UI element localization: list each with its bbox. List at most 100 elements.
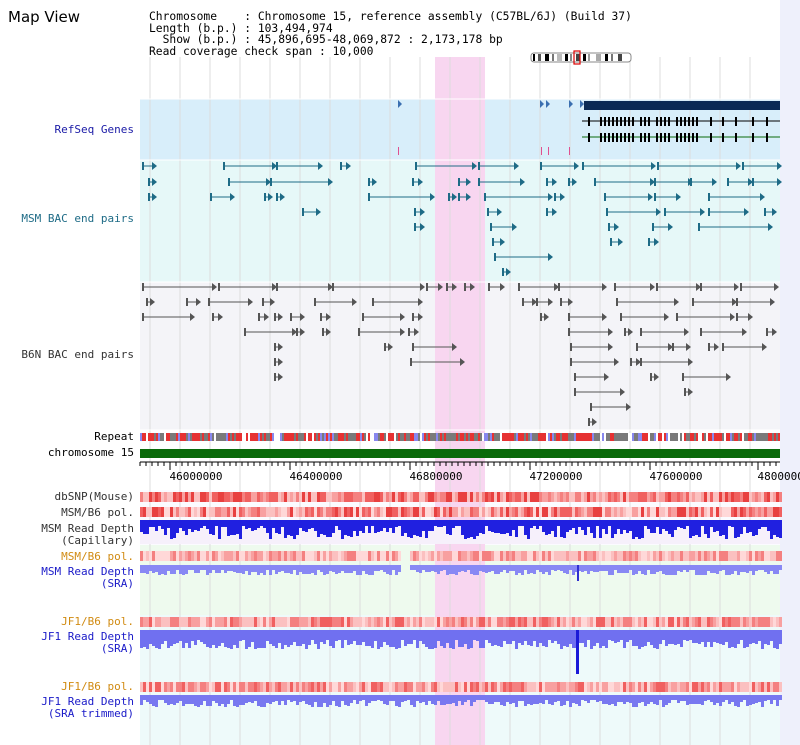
jf1-sra-depth-bar <box>668 630 671 644</box>
repeat-segment <box>610 433 612 441</box>
msm-b6-pol-sra <box>179 551 182 561</box>
repeat-segment <box>646 433 648 441</box>
repeat-segment <box>180 433 182 441</box>
msm-b6-pol-sra <box>632 551 635 561</box>
msm-sra-depth-bar <box>494 565 497 574</box>
jf1-trimmed-depth-bar <box>353 695 356 700</box>
msm-b6-pol-sra <box>533 551 536 561</box>
msm-sra-depth-bar <box>191 565 194 570</box>
jf1-b6-pol <box>272 617 275 627</box>
jf1-sra-depth-bar <box>467 630 470 649</box>
b6n-bac-pair-end <box>488 283 490 291</box>
msm-b6-pol-capillary <box>353 507 356 517</box>
dbsnp-density <box>494 492 497 502</box>
msm-bac-pair-arrow <box>768 223 773 231</box>
msm-bac-pair-arrow <box>668 223 673 231</box>
track-label-jf1-read-depth-trimmed[interactable]: JF1 Read Depth <box>41 695 134 708</box>
msm-sra-depth-bar <box>284 565 287 573</box>
jf1-trimmed-depth-bar <box>317 695 320 707</box>
msm-b6-pol-sra <box>149 551 152 561</box>
msm-b6-pol-capillary <box>281 507 284 517</box>
jf1-b6-pol-trimmed <box>278 682 281 692</box>
jf1-sra-depth-bar <box>713 630 716 642</box>
msm-sra-depth-bar <box>299 565 302 572</box>
msm-sra-depth-bar <box>569 565 572 570</box>
dbsnp-density <box>320 492 323 502</box>
msm-sra-depth-bar <box>566 565 569 574</box>
msm-bac-pair-end <box>568 178 570 186</box>
msm-capillary-depth-bar <box>395 520 398 527</box>
jf1-b6-pol-trimmed <box>494 682 497 692</box>
jf1-trimmed-depth-bar <box>521 695 524 701</box>
jf1-b6-pol <box>779 617 782 627</box>
repeat-segment <box>470 433 472 441</box>
msm-b6-pol-sra <box>590 551 593 561</box>
b6n-bac-pair-arrow <box>270 298 275 306</box>
track-label-refseq-genes[interactable]: RefSeq Genes <box>54 123 134 136</box>
jf1-b6-pol <box>341 617 344 627</box>
jf1-b6-pol-trimmed <box>395 682 398 692</box>
track-label-dbsnp[interactable]: dbSNP(Mouse) <box>54 490 134 503</box>
jf1-b6-pol <box>701 617 704 627</box>
track-label-jf1-b6-pol[interactable]: JF1/B6 pol. <box>61 615 134 628</box>
b6n-bac-pair-arrow <box>668 343 673 351</box>
jf1-b6-pol-trimmed <box>518 682 521 692</box>
jf1-b6-pol-trimmed <box>254 682 257 692</box>
jf1-sra-depth-bar <box>614 630 617 643</box>
jf1-sra-depth-bar <box>215 630 218 648</box>
jf1-trimmed-depth-bar <box>260 695 263 707</box>
msm-capillary-depth-bar <box>266 520 269 533</box>
repeat-segment <box>228 433 230 441</box>
msm-bac-pair-end <box>223 162 225 170</box>
msm-b6-pol-capillary <box>392 507 395 517</box>
jf1-trimmed-depth-bar <box>656 695 659 705</box>
jf1-trimmed-depth-bar <box>779 695 782 700</box>
msm-sra-depth-bar <box>359 565 362 575</box>
jf1-b6-pol <box>173 617 176 627</box>
msm-b6-pol-capillary <box>695 507 698 517</box>
jf1-sra-depth-bar <box>503 630 506 641</box>
track-label-jf1-read-depth-sra[interactable]: JF1 Read Depth <box>41 630 134 643</box>
msm-b6-pol-capillary <box>305 507 308 517</box>
msm-b6-pol-capillary <box>632 507 635 517</box>
dbsnp-density <box>719 492 722 502</box>
b6n-bac-pair-end <box>682 373 684 381</box>
msm-capillary-depth-bar <box>524 520 527 535</box>
msm-sra-depth-bar <box>275 565 278 574</box>
msm-sra-depth-bar <box>659 565 662 571</box>
ideogram-band <box>611 54 613 61</box>
track-label-msm-read-depth-capillary[interactable]: MSM Read Depth <box>41 522 134 535</box>
dbsnp-density <box>746 492 749 502</box>
msm-b6-pol-sra <box>539 551 542 561</box>
msm-b6-pol-capillary <box>659 507 662 517</box>
msm-capillary-depth-bar <box>473 520 476 539</box>
msm-capillary-depth-bar <box>452 520 455 528</box>
repeat-segment <box>480 433 482 441</box>
track-label-b6n-bac-end-pairs[interactable]: B6N BAC end pairs <box>21 348 134 361</box>
track-label-jf1-b6-pol-trimmed[interactable]: JF1/B6 pol. <box>61 680 134 693</box>
msm-b6-pol-sra <box>626 551 629 561</box>
repeat-segment <box>186 433 188 441</box>
jf1-b6-pol-trimmed <box>626 682 629 692</box>
msm-capillary-depth-bar <box>227 520 230 536</box>
msm-b6-pol-sra <box>200 551 203 561</box>
repeat-segment <box>546 433 548 441</box>
repeat-segment <box>366 433 368 441</box>
repeat-segment <box>202 433 204 441</box>
track-label-msm-b6-pol-sra[interactable]: MSM/B6 pol. <box>61 550 134 563</box>
msm-capillary-depth-bar <box>482 520 485 534</box>
jf1-b6-pol <box>290 617 293 627</box>
dbsnp-density <box>344 492 347 502</box>
track-label-msm-read-depth-sra[interactable]: MSM Read Depth <box>41 565 134 578</box>
track-label-msm-b6-pol-capillary[interactable]: MSM/B6 pol. <box>61 506 134 519</box>
msm-bac-pair-arrow <box>614 223 619 231</box>
jf1-sra-depth-bar <box>593 630 596 646</box>
repeat-segment <box>246 433 248 441</box>
jf1-b6-pol-trimmed <box>143 682 146 692</box>
track-label-msm-bac-end-pairs[interactable]: MSM BAC end pairs <box>21 212 134 225</box>
jf1-sra-depth-bar <box>146 630 149 649</box>
repeat-segment <box>526 433 528 441</box>
msm-bac-pair-arrow <box>618 238 623 246</box>
msm-b6-pol-capillary <box>776 507 779 517</box>
